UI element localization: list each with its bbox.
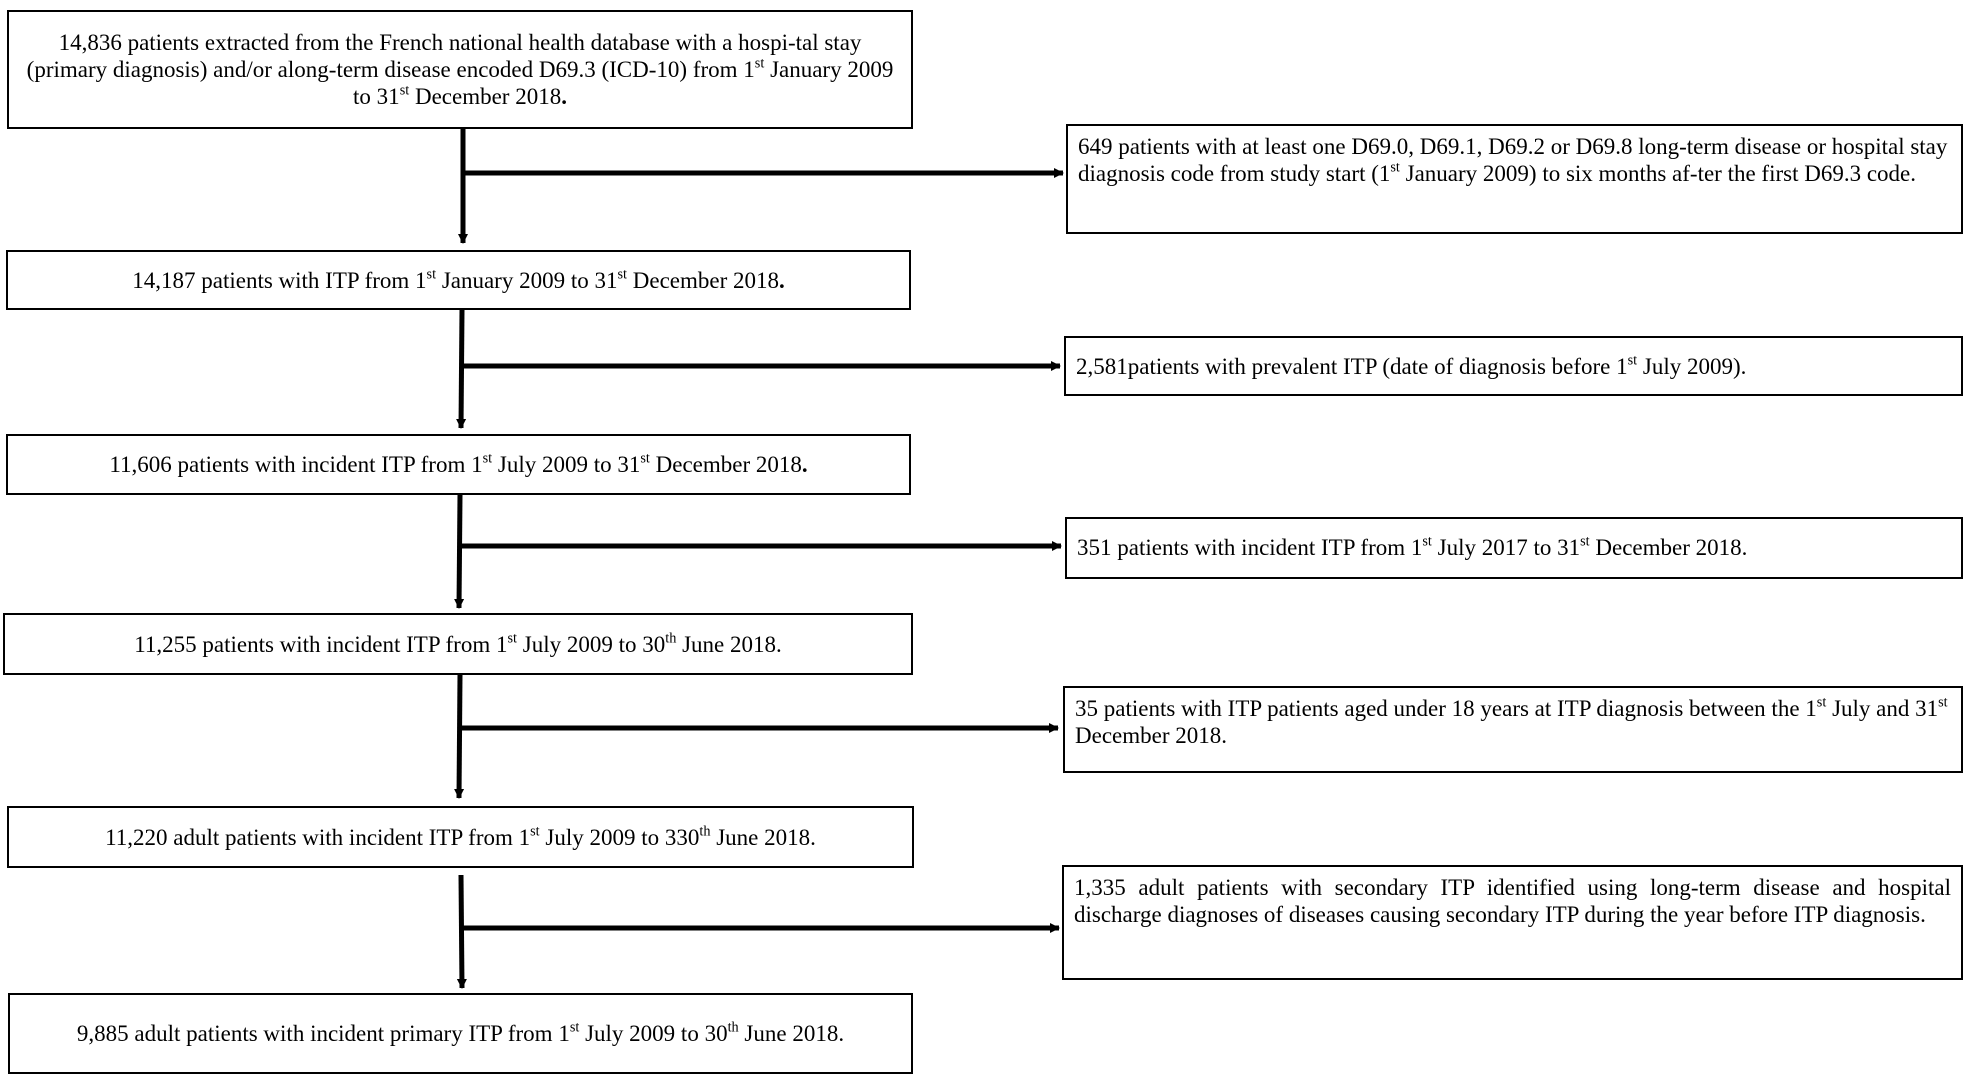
text-run: January 2009 to 31 (436, 267, 618, 293)
text-run: July 2017 to 31 (1431, 535, 1581, 560)
superscript: th (699, 823, 711, 840)
superscript: th (727, 1019, 739, 1036)
text-run: December 2018 (649, 452, 802, 477)
superscript: st (426, 266, 437, 283)
superscript: st (1390, 159, 1400, 176)
text-run: June 2018. (676, 631, 782, 657)
step-box-text: 14,836 patients extracted from the Frenc… (17, 29, 903, 110)
text-run: 11,606 patients with incident ITP from 1 (109, 452, 483, 477)
text-run: 11,255 patients with incident ITP from 1 (134, 631, 508, 657)
step-box-text: 14,187 patients with ITP from 1st Januar… (16, 267, 901, 294)
step-box-incident-itp: 11,606 patients with incident ITP from 1… (6, 434, 911, 495)
text-run: 9,885 adult patients with incident prima… (76, 1021, 570, 1046)
superscript: st (507, 630, 518, 647)
exclusion-box-text: 1,335 adult patients with secondary ITP … (1074, 874, 1951, 928)
text-run: January 2009 to 31 (353, 57, 894, 109)
text-run: July 2009 to 31 (492, 452, 641, 477)
superscript: st (530, 823, 540, 840)
exclusion-box-under-18: 35 patients with ITP patients aged under… (1063, 686, 1963, 773)
superscript: st (640, 450, 650, 467)
down-arrow-2 (456, 309, 467, 429)
exclusion-box-text: 35 patients with ITP patients aged under… (1075, 695, 1951, 749)
text-run: 14,187 patients with ITP from 1 (132, 267, 427, 293)
text-run: June 2018. (738, 1021, 845, 1046)
exclusion-box-text: 649 patients with at least one D69.0, D6… (1078, 133, 1951, 187)
superscript: th (665, 630, 677, 647)
text-run: 2,581patients with prevalent ITP (date o… (1076, 354, 1628, 379)
exclusion-box-text: 351 patients with incident ITP from 1st … (1077, 534, 1951, 561)
exclusion-box-prevalent: 2,581patients with prevalent ITP (date o… (1064, 336, 1963, 396)
superscript: st (1580, 533, 1590, 550)
text-run: June 2018. (710, 824, 816, 850)
exclusion-box-text: 2,581patients with prevalent ITP (date o… (1076, 353, 1951, 380)
bold-text: . (779, 267, 785, 293)
step-box-incident-itp-june: 11,255 patients with incident ITP from 1… (3, 613, 913, 675)
text-run: 1,335 adult patients with secondary ITP … (1074, 875, 1951, 927)
superscript: st (569, 1019, 580, 1036)
superscript: st (617, 266, 627, 283)
bold-text: . (801, 452, 808, 477)
exclusion-box-late-incident: 351 patients with incident ITP from 1st … (1065, 517, 1963, 579)
step-box-text: 11,255 patients with incident ITP from 1… (13, 631, 903, 658)
superscript: st (754, 55, 765, 72)
down-arrow-4 (454, 674, 465, 799)
text-run: 14,836 patients extracted from the Frenc… (26, 30, 862, 82)
text-run: July 2009 to 330 (539, 824, 700, 850)
step-box-text: 11,606 patients with incident ITP from 1… (16, 451, 901, 478)
down-arrow-3 (454, 494, 465, 609)
exclusion-box-other-codes: 649 patients with at least one D69.0, D6… (1066, 124, 1963, 234)
text-run: December 2018. (1075, 723, 1227, 748)
superscript: st (1938, 694, 1948, 711)
text-run: 11,220 adult patients with incident ITP … (105, 824, 531, 850)
superscript: st (399, 82, 410, 99)
text-run: July 2009 to 30 (579, 1021, 728, 1046)
text-run: July 2009). (1637, 354, 1747, 379)
text-run: December 2018 (409, 84, 562, 109)
exclusion-box-secondary-itp: 1,335 adult patients with secondary ITP … (1062, 865, 1963, 980)
text-run: January 2009) to six months af-ter the f… (1399, 161, 1916, 186)
text-run: December 2018 (627, 267, 779, 293)
text-run: 351 patients with incident ITP from 1 (1077, 535, 1423, 560)
superscript: st (1422, 533, 1432, 550)
text-run: 649 patients with at least one D69.0, D6… (1078, 134, 1948, 186)
step-box-primary-itp: 9,885 adult patients with incident prima… (8, 993, 913, 1074)
step-box-extracted: 14,836 patients extracted from the Frenc… (7, 10, 913, 129)
superscript: st (1816, 694, 1827, 711)
bold-text: . (561, 84, 567, 109)
down-arrow-5 (456, 874, 467, 989)
step-box-itp: 14,187 patients with ITP from 1st Januar… (6, 250, 911, 310)
step-box-text: 11,220 adult patients with incident ITP … (17, 824, 904, 851)
text-run: July 2009 to 30 (517, 631, 666, 657)
step-box-text: 9,885 adult patients with incident prima… (18, 1020, 903, 1047)
superscript: st (1627, 352, 1638, 369)
text-run: 35 patients with ITP patients aged under… (1075, 696, 1817, 721)
superscript: st (482, 450, 493, 467)
text-run: July and 31 (1826, 696, 1939, 721)
text-run: December 2018. (1589, 535, 1748, 560)
step-box-adult-incident-itp: 11,220 adult patients with incident ITP … (7, 806, 914, 868)
